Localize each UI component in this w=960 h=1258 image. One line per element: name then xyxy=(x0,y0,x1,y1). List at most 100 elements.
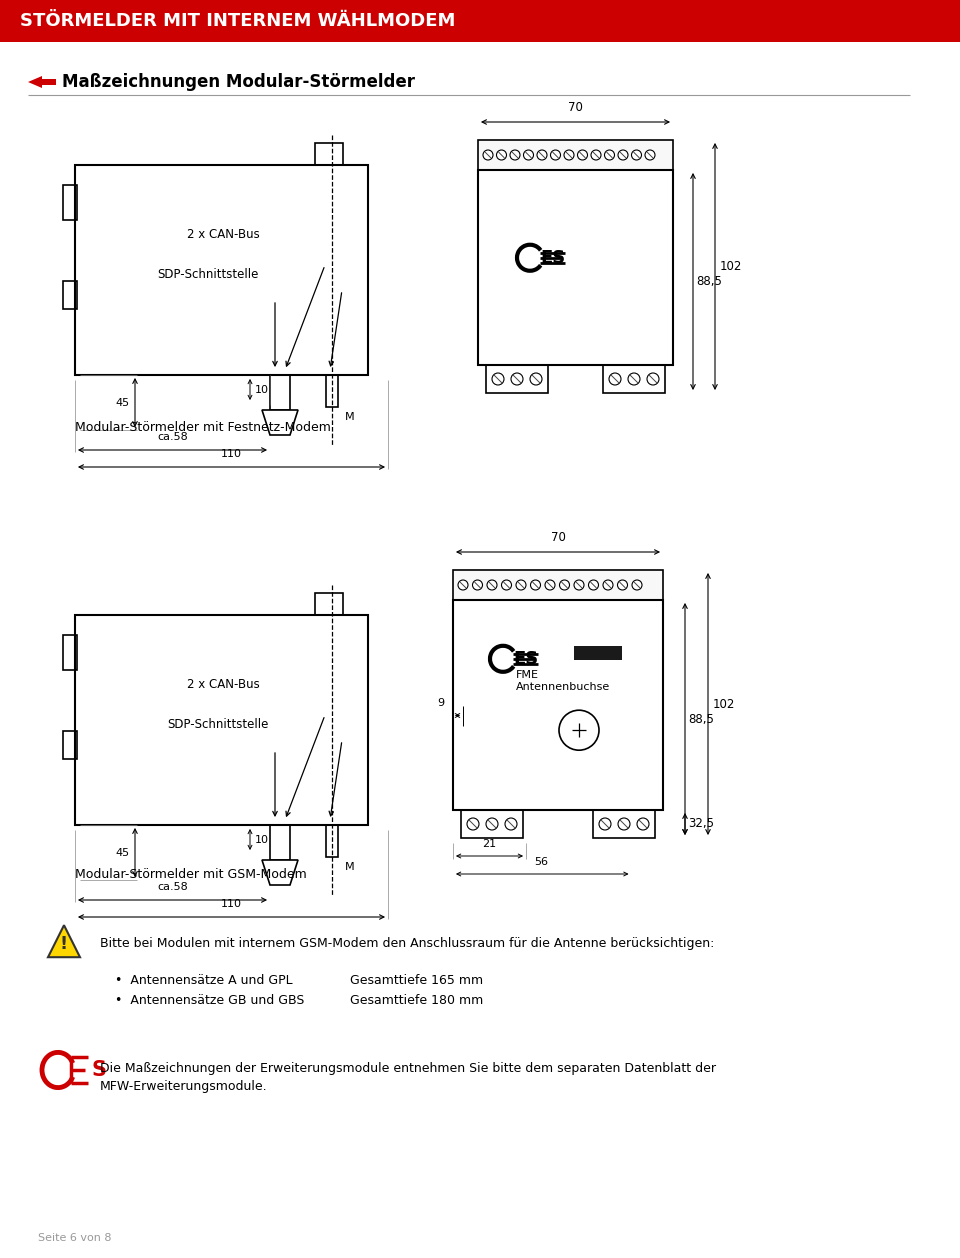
Text: ca.58: ca.58 xyxy=(157,431,188,442)
Bar xyxy=(63,281,77,308)
Text: Modular-Störmelder mit Festnetz-Modem: Modular-Störmelder mit Festnetz-Modem xyxy=(75,421,331,434)
Bar xyxy=(0,0,960,42)
Text: SDP-Schnittstelle: SDP-Schnittstelle xyxy=(167,718,269,731)
Polygon shape xyxy=(28,75,56,88)
Circle shape xyxy=(588,580,598,590)
Text: Gesamttiefe 180 mm: Gesamttiefe 180 mm xyxy=(350,994,483,1006)
Bar xyxy=(270,375,290,410)
Text: 56: 56 xyxy=(534,857,548,867)
Circle shape xyxy=(617,580,628,590)
Circle shape xyxy=(647,374,659,385)
Circle shape xyxy=(632,580,642,590)
Circle shape xyxy=(492,374,504,385)
Text: ES: ES xyxy=(513,650,539,668)
Circle shape xyxy=(628,374,640,385)
Text: ES: ES xyxy=(540,249,565,267)
Text: 32,5: 32,5 xyxy=(688,818,714,830)
Circle shape xyxy=(511,374,523,385)
Circle shape xyxy=(609,374,621,385)
Circle shape xyxy=(632,150,641,160)
Text: 21: 21 xyxy=(483,839,496,849)
Text: ca.58: ca.58 xyxy=(157,882,188,892)
Text: Seite 6 von 8: Seite 6 von 8 xyxy=(38,1233,111,1243)
Text: Antennenbuchse: Antennenbuchse xyxy=(516,682,611,692)
Text: 45: 45 xyxy=(116,398,130,408)
Circle shape xyxy=(550,150,561,160)
Circle shape xyxy=(645,150,655,160)
Bar xyxy=(75,615,368,825)
Text: MFW-Erweiterungsmodule.: MFW-Erweiterungsmodule. xyxy=(100,1081,268,1093)
Bar xyxy=(75,165,368,375)
Circle shape xyxy=(505,818,517,830)
Polygon shape xyxy=(262,410,298,435)
Circle shape xyxy=(496,150,507,160)
Circle shape xyxy=(578,150,588,160)
Text: 70: 70 xyxy=(551,531,565,543)
Bar xyxy=(63,635,77,671)
Bar xyxy=(63,731,77,759)
Text: !: ! xyxy=(60,936,68,954)
Bar xyxy=(603,365,665,392)
Text: 110: 110 xyxy=(221,449,242,459)
Text: 10: 10 xyxy=(255,835,269,845)
Bar xyxy=(478,170,673,365)
Circle shape xyxy=(516,580,526,590)
Circle shape xyxy=(618,150,628,160)
Circle shape xyxy=(574,580,584,590)
Text: 88,5: 88,5 xyxy=(696,276,722,288)
Text: 9: 9 xyxy=(438,697,444,707)
Circle shape xyxy=(560,580,569,590)
Text: 102: 102 xyxy=(713,697,735,711)
Circle shape xyxy=(531,580,540,590)
Bar xyxy=(453,570,663,600)
Bar xyxy=(478,140,673,170)
Circle shape xyxy=(591,150,601,160)
Circle shape xyxy=(603,580,613,590)
Text: Die Maßzeichnungen der Erweiterungsmodule entnehmen Sie bitte dem separaten Date: Die Maßzeichnungen der Erweiterungsmodul… xyxy=(100,1062,716,1076)
Text: 70: 70 xyxy=(568,101,583,114)
Text: •  Antennensätze GB und GBS: • Antennensätze GB und GBS xyxy=(115,994,304,1006)
Text: 45: 45 xyxy=(116,848,130,858)
Bar xyxy=(461,810,523,838)
Bar xyxy=(326,375,338,408)
Bar xyxy=(593,810,655,838)
Circle shape xyxy=(472,580,483,590)
Circle shape xyxy=(510,150,520,160)
Bar xyxy=(453,600,663,810)
Text: STÖRMELDER MIT INTERNEM WÄHLMODEM: STÖRMELDER MIT INTERNEM WÄHLMODEM xyxy=(20,13,455,30)
Circle shape xyxy=(483,150,493,160)
Circle shape xyxy=(545,580,555,590)
Circle shape xyxy=(486,818,498,830)
Text: FME: FME xyxy=(516,669,539,679)
Text: Gesamttiefe 165 mm: Gesamttiefe 165 mm xyxy=(350,974,483,986)
Text: SDP-Schnittstelle: SDP-Schnittstelle xyxy=(157,268,258,282)
Text: S: S xyxy=(91,1060,107,1081)
Text: Maßzeichnungen Modular-Störmelder: Maßzeichnungen Modular-Störmelder xyxy=(62,73,415,91)
Text: 10: 10 xyxy=(255,385,269,395)
Text: 2 x CAN-Bus: 2 x CAN-Bus xyxy=(187,678,260,692)
Text: 110: 110 xyxy=(221,899,242,910)
Circle shape xyxy=(523,150,534,160)
Bar xyxy=(574,647,622,660)
Polygon shape xyxy=(48,925,80,957)
Circle shape xyxy=(537,150,547,160)
Circle shape xyxy=(637,818,649,830)
Circle shape xyxy=(487,580,497,590)
Text: 2 x CAN-Bus: 2 x CAN-Bus xyxy=(187,229,260,242)
Bar xyxy=(315,593,343,615)
Circle shape xyxy=(501,580,512,590)
Circle shape xyxy=(559,711,599,750)
Text: Modular-Störmelder mit GSM-Modem: Modular-Störmelder mit GSM-Modem xyxy=(75,868,307,881)
Circle shape xyxy=(599,818,611,830)
Text: 102: 102 xyxy=(720,260,742,273)
Circle shape xyxy=(618,818,630,830)
Bar xyxy=(270,825,290,860)
Bar xyxy=(63,185,77,220)
Text: M: M xyxy=(346,413,355,421)
Bar xyxy=(326,825,338,857)
Polygon shape xyxy=(262,860,298,884)
Text: Bitte bei Modulen mit internem GSM-Modem den Anschlussraum für die Antenne berüc: Bitte bei Modulen mit internem GSM-Modem… xyxy=(100,936,714,950)
Circle shape xyxy=(605,150,614,160)
Bar xyxy=(486,365,548,392)
Circle shape xyxy=(458,580,468,590)
